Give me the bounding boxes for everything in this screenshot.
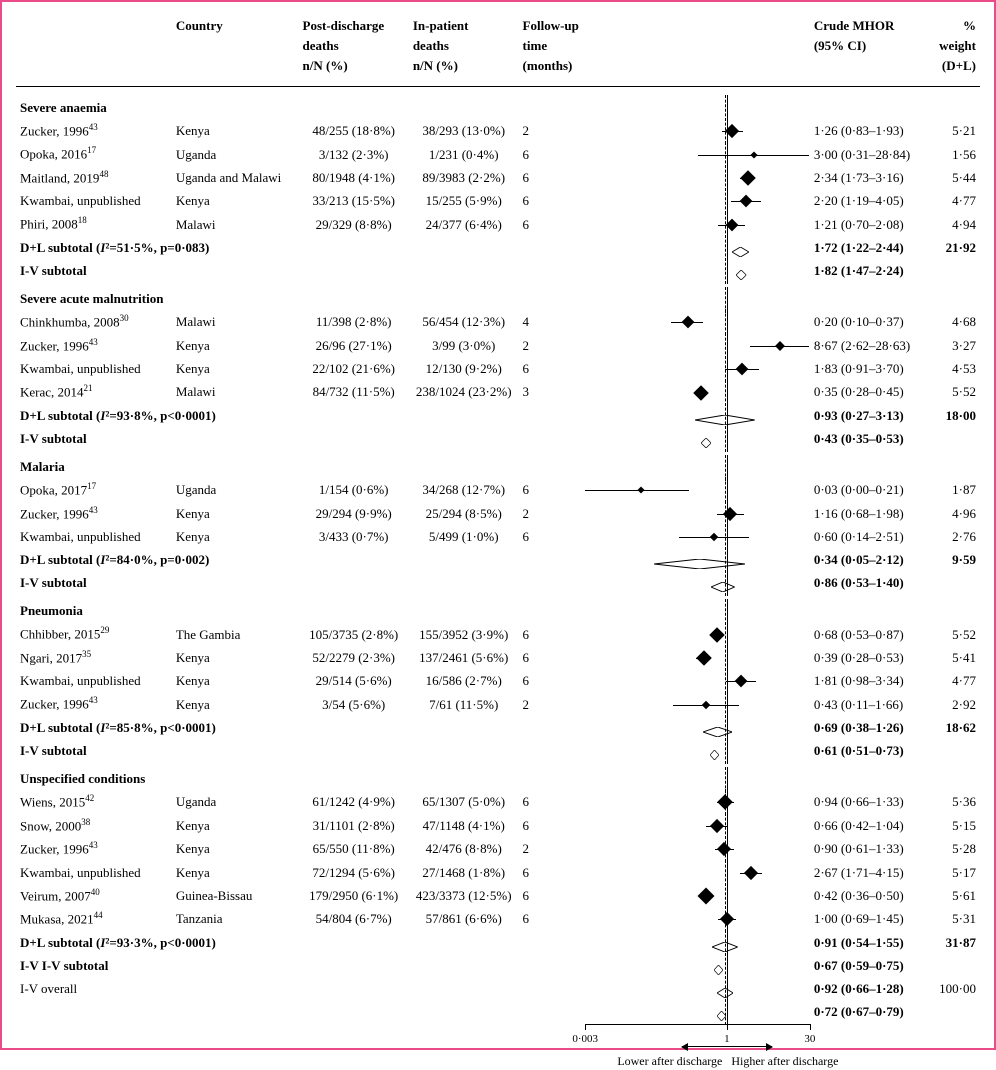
- study-row: Opoka, 201617Uganda3/132 (2·3%)1/231 (0·…: [16, 143, 980, 166]
- study-row: Veirum, 200740Guinea-Bissau179/2950 (6·1…: [16, 884, 980, 907]
- study-row: Phiri, 200818Malawi29/329 (8·8%)24/377 (…: [16, 213, 980, 236]
- iv-subtotal: I-V subtotal0·43 (0·35–0·53): [16, 427, 980, 450]
- study-row: Mukasa, 202144Tanzania54/804 (6·7%)57/86…: [16, 908, 980, 931]
- study-row: Kwambai, unpublishedKenya72/1294 (5·6%)2…: [16, 861, 980, 884]
- study-row: Zucker, 199643Kenya3/54 (5·6%)7/61 (11·5…: [16, 693, 980, 716]
- study-row: Wiens, 201542Uganda61/1242 (4·9%)65/1307…: [16, 791, 980, 814]
- group-header: Severe anaemia: [16, 91, 980, 119]
- group-header: Pneumonia: [16, 595, 980, 623]
- iv-subtotal: I-V subtotal1·82 (1·47–2·24): [16, 260, 980, 283]
- dl-subtotal: D+L subtotal (I²=93·3%, p<0·0001)0·91 (0…: [16, 931, 980, 954]
- study-row: Kwambai, unpublishedKenya29/514 (5·6%)16…: [16, 670, 980, 693]
- study-row: Zucker, 199643Kenya65/550 (11·8%)42/476 …: [16, 838, 980, 861]
- group-header: Malaria: [16, 451, 980, 479]
- header-pd: Post-dischargedeathsn/N (%): [299, 14, 409, 82]
- study-row: Zucker, 199643Kenya48/255 (18·8%)38/293 …: [16, 119, 980, 142]
- study-row: Chinkhumba, 200830Malawi11/398 (2·8%)56/…: [16, 311, 980, 334]
- study-row: Kwambai, unpublishedKenya33/213 (15·5%)1…: [16, 190, 980, 213]
- study-row: Maitland, 201948Uganda and Malawi80/1948…: [16, 166, 980, 189]
- header-ip: In-patientdeathsn/N (%): [409, 14, 519, 82]
- study-row: Snow, 200038Kenya31/1101 (2·8%)47/1148 (…: [16, 814, 980, 837]
- study-row: Chhibber, 201529The Gambia105/3735 (2·8%…: [16, 623, 980, 646]
- study-row: Zucker, 199643Kenya29/294 (9·9%)25/294 (…: [16, 502, 980, 525]
- group-header: Unspecified conditions: [16, 763, 980, 791]
- header-country: Country: [172, 14, 299, 82]
- header-plot: [585, 14, 810, 82]
- study-row: Opoka, 201717Uganda1/154 (0·6%)34/268 (1…: [16, 479, 980, 502]
- forest-plot-figure: Country Post-dischargedeathsn/N (%) In-p…: [0, 0, 996, 1050]
- group-header: Severe acute malnutrition: [16, 283, 980, 311]
- header-mhor: Crude MHOR(95% CI): [810, 14, 927, 82]
- overall-row: 0·72 (0·67–0·79): [16, 1001, 980, 1024]
- study-row: Ngari, 201735Kenya52/2279 (2·3%)137/2461…: [16, 646, 980, 669]
- dl-subtotal: D+L subtotal (I²=85·8%, p<0·0001)0·69 (0…: [16, 716, 980, 739]
- study-row: Zucker, 199643Kenya26/96 (27·1%)3/99 (3·…: [16, 334, 980, 357]
- forest-table: Country Post-dischargedeathsn/N (%) In-p…: [16, 14, 980, 1064]
- iv-subtotal: I-V subtotal0·86 (0·53–1·40): [16, 572, 980, 595]
- study-row: Kerac, 201421Malawi84/732 (11·5%)238/102…: [16, 381, 980, 404]
- header-wt: % weight(D+L): [927, 14, 980, 82]
- header-fu: Follow-uptime(months): [519, 14, 586, 82]
- study-row: Kwambai, unpublishedKenya22/102 (21·6%)1…: [16, 358, 980, 381]
- dl-subtotal: D+L subtotal (I²=93·8%, p<0·0001)0·93 (0…: [16, 404, 980, 427]
- dl-subtotal: D+L subtotal (I²=51·5%, p=0·083)1·72 (1·…: [16, 236, 980, 259]
- iv-subtotal: I-V I-V subtotal0·67 (0·59–0·75): [16, 954, 980, 977]
- study-row: Kwambai, unpublishedKenya3/433 (0·7%)5/4…: [16, 525, 980, 548]
- dl-subtotal: D+L subtotal (I²=84·0%, p=0·002)0·34 (0·…: [16, 549, 980, 572]
- header-row: Country Post-dischargedeathsn/N (%) In-p…: [16, 14, 980, 82]
- overall-row: I-V overall0·92 (0·66–1·28)100·00: [16, 978, 980, 1001]
- iv-subtotal: I-V subtotal0·61 (0·51–0·73): [16, 740, 980, 763]
- header-study: [16, 14, 172, 82]
